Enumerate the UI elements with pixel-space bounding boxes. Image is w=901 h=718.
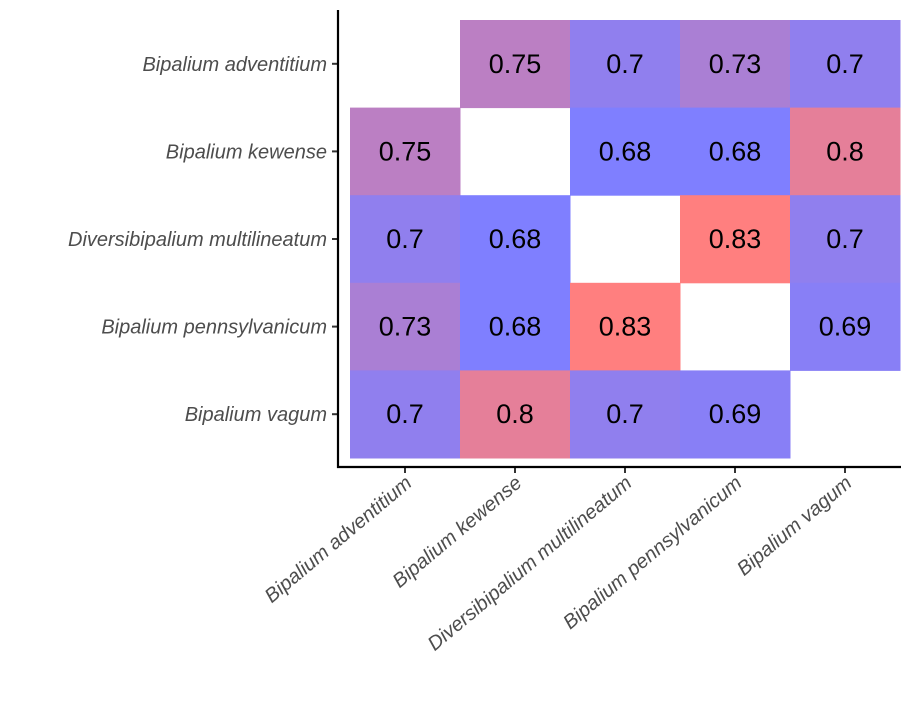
heatmap-cell	[350, 195, 461, 284]
heatmap-cell	[460, 195, 571, 284]
heatmap-cell	[680, 107, 791, 196]
cell-value-label: 0.75	[379, 136, 432, 166]
y-tick-label: Diversibipalium multilineatum	[68, 229, 327, 251]
cell-value-label: 0.8	[826, 136, 864, 166]
x-tick-label: Bipalium adventitium	[261, 472, 417, 607]
cell-value-label: 0.8	[496, 399, 534, 429]
cell-value-label: 0.68	[709, 136, 762, 166]
heatmap-cells: 0.75 0.7 0.73 0.7 0.75 0.68 0.68 0.8 0.7 0.68 0.83…	[350, 20, 901, 459]
cell-value-label: 0.83	[709, 224, 762, 254]
heatmap-cell	[790, 195, 901, 284]
cell-value-label: 0.7	[386, 224, 424, 254]
cell-value-label: 0.69	[709, 399, 762, 429]
heatmap-cell	[570, 370, 681, 459]
cell-value-label: 0.7	[606, 49, 644, 79]
heatmap-cell	[460, 20, 571, 109]
heatmap-cell	[790, 20, 901, 109]
heatmap-cell	[350, 370, 461, 459]
y-tick-label: Bipalium adventitium	[142, 54, 327, 76]
heatmap-cell	[460, 370, 571, 459]
cell-value-label: 0.68	[599, 136, 652, 166]
heatmap-cell	[680, 370, 791, 459]
heatmap-cell	[790, 107, 901, 196]
y-tick-label: Bipalium vagum	[185, 404, 327, 426]
cell-value-label: 0.73	[379, 312, 432, 342]
cell-value-label: 0.75	[489, 49, 542, 79]
cell-value-label: 0.68	[489, 312, 542, 342]
y-tick-label: Bipalium pennsylvanicum	[101, 317, 327, 339]
heatmap-cell	[570, 20, 681, 109]
heatmap-cell	[350, 282, 461, 371]
heatmap-cell	[790, 282, 901, 371]
heatmap-cell	[570, 282, 681, 371]
x-tick-label: Bipalium vagum	[733, 472, 856, 580]
cell-value-label: 0.69	[819, 312, 872, 342]
heatmap-cell	[460, 282, 571, 371]
x-tick-label: Diversibipalium multilineatum	[424, 472, 637, 655]
cell-value-label: 0.73	[709, 49, 762, 79]
cell-value-label: 0.7	[606, 399, 644, 429]
cell-value-label: 0.7	[826, 49, 864, 79]
cell-value-label: 0.83	[599, 312, 652, 342]
cell-value-label: 0.7	[386, 399, 424, 429]
x-tick-label: Bipalium pennsylvanicum	[559, 472, 746, 634]
heatmap-cell	[680, 195, 791, 284]
y-tick-label: Bipalium kewense	[166, 141, 327, 163]
heatmap-cell	[680, 20, 791, 109]
cell-value-label: 0.68	[489, 224, 542, 254]
cell-value-label: 0.7	[826, 224, 864, 254]
heatmap-cell	[350, 107, 461, 196]
y-axis-ticks: Bipalium adventitium Bipalium kewense Dive…	[68, 54, 338, 426]
heatmap-cell	[570, 107, 681, 196]
